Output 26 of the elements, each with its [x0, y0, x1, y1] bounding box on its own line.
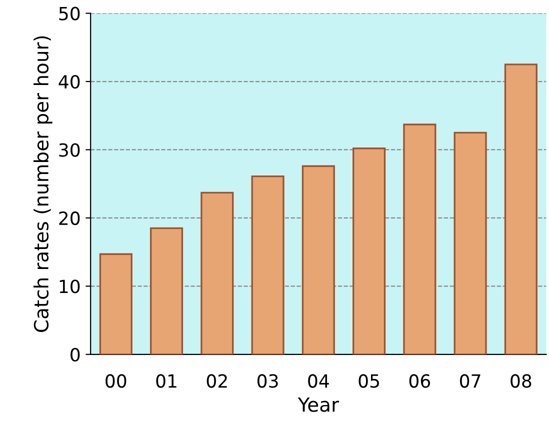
y-tick-label: 0 [70, 348, 80, 362]
x-tick-label: 08 [510, 374, 532, 388]
bar [99, 253, 132, 354]
y-axis-title: Catch rates (number per hour) [34, 36, 52, 332]
x-tick-label: 05 [358, 374, 379, 388]
x-tick-label: 01 [156, 374, 176, 388]
bar [251, 176, 284, 354]
bar [150, 227, 184, 354]
bar [200, 192, 234, 354]
x-tick-label: 03 [257, 374, 278, 388]
x-tick-label: 02 [206, 374, 227, 388]
x-tick-label: 04 [308, 374, 329, 388]
y-tick-label: 30 [59, 143, 80, 157]
bar [352, 148, 386, 354]
y-tick-label: 50 [59, 6, 80, 20]
x-tick-label: 07 [460, 374, 480, 388]
y-tick-label: 10 [60, 280, 80, 294]
bar [302, 165, 335, 354]
x-tick-label: 06 [409, 374, 430, 388]
bar [454, 132, 487, 354]
y-tick-label: 20 [59, 211, 80, 226]
y-tick-label: 40 [58, 74, 80, 89]
bar [403, 124, 436, 354]
x-tick-label: 00 [106, 374, 126, 388]
x-axis-title: Year [298, 397, 340, 412]
bar [504, 64, 538, 354]
